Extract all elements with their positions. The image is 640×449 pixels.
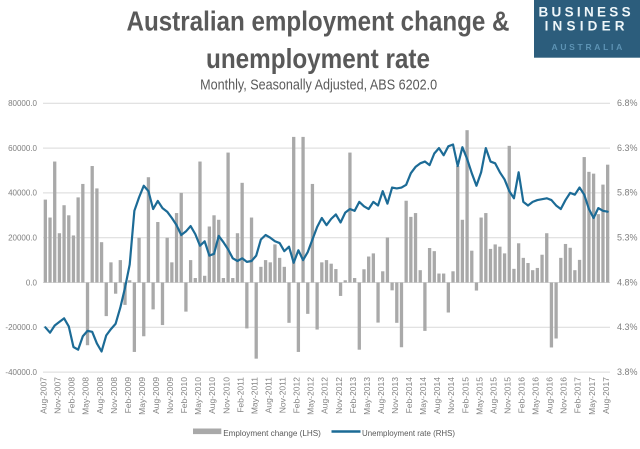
svg-text:Feb-2012: Feb-2012: [292, 377, 302, 414]
svg-text:Monthly, Seasonally Adjusted,: Monthly, Seasonally Adjusted, ABS 6202.0: [200, 77, 437, 94]
svg-text:May-2010: May-2010: [193, 377, 203, 415]
svg-text:Feb-2008: Feb-2008: [67, 377, 77, 414]
svg-text:4.8%: 4.8%: [617, 277, 638, 287]
svg-text:3.8%: 3.8%: [617, 367, 638, 377]
svg-text:Feb-2016: Feb-2016: [517, 377, 527, 414]
svg-text:Aug-2014: Aug-2014: [432, 377, 442, 414]
svg-text:Feb-2011: Feb-2011: [235, 377, 245, 413]
svg-text:0.0: 0.0: [26, 278, 38, 287]
svg-text:Feb-2014: Feb-2014: [404, 377, 414, 414]
svg-text:unemployment rate: unemployment rate: [206, 43, 430, 74]
svg-text:6.8%: 6.8%: [617, 98, 638, 108]
svg-text:80000.0: 80000.0: [8, 99, 37, 108]
svg-text:Aug-2016: Aug-2016: [545, 377, 555, 414]
svg-text:Feb-2017: Feb-2017: [573, 377, 583, 414]
svg-text:Nov-2007: Nov-2007: [53, 377, 63, 414]
svg-text:Feb-2009: Feb-2009: [123, 377, 133, 414]
svg-text:Employment change (LHS): Employment change (LHS): [223, 428, 321, 438]
svg-text:Nov-2013: Nov-2013: [390, 377, 400, 414]
svg-text:Nov-2011: Nov-2011: [278, 377, 288, 413]
svg-text:4.3%: 4.3%: [617, 322, 638, 332]
svg-text:-20000.0: -20000.0: [5, 323, 37, 332]
svg-text:May-2013: May-2013: [362, 377, 372, 415]
svg-text:INSIDER: INSIDER: [545, 19, 629, 34]
svg-text:Aug-2007: Aug-2007: [39, 377, 49, 414]
svg-text:Nov-2010: Nov-2010: [221, 377, 231, 414]
svg-text:May-2017: May-2017: [587, 377, 597, 415]
svg-text:Nov-2015: Nov-2015: [502, 377, 512, 414]
svg-text:Aug-2013: Aug-2013: [376, 377, 386, 414]
svg-text:Aug-2010: Aug-2010: [207, 377, 217, 414]
svg-text:Nov-2014: Nov-2014: [446, 377, 456, 414]
svg-text:Australian employment change &: Australian employment change &: [127, 6, 510, 37]
svg-text:60000.0: 60000.0: [8, 144, 37, 153]
svg-text:-40000.0: -40000.0: [5, 368, 37, 377]
svg-text:May-2016: May-2016: [531, 377, 541, 415]
svg-text:Nov-2012: Nov-2012: [334, 377, 344, 414]
svg-text:May-2012: May-2012: [306, 377, 316, 415]
svg-text:Aug-2008: Aug-2008: [95, 377, 105, 414]
svg-text:Aug-2017: Aug-2017: [601, 377, 611, 414]
svg-text:5.8%: 5.8%: [617, 188, 638, 198]
svg-text:Nov-2016: Nov-2016: [559, 377, 569, 414]
svg-text:May-2014: May-2014: [418, 377, 428, 415]
svg-text:Aug-2015: Aug-2015: [488, 377, 498, 414]
svg-text:20000.0: 20000.0: [8, 234, 37, 243]
svg-text:May-2015: May-2015: [474, 377, 484, 415]
svg-text:Aug-2012: Aug-2012: [320, 377, 330, 414]
svg-text:May-2011: May-2011: [249, 377, 259, 414]
svg-text:6.3%: 6.3%: [617, 143, 638, 153]
svg-text:40000.0: 40000.0: [8, 189, 37, 198]
svg-text:AUSTRALIA: AUSTRALIA: [552, 42, 625, 52]
svg-text:Feb-2015: Feb-2015: [460, 377, 470, 414]
svg-text:Feb-2013: Feb-2013: [348, 377, 358, 414]
svg-text:Nov-2008: Nov-2008: [109, 377, 119, 414]
svg-text:Unemployment rate (RHS): Unemployment rate (RHS): [362, 428, 455, 438]
svg-text:BUSINESS: BUSINESS: [539, 5, 634, 20]
svg-text:May-2009: May-2009: [137, 377, 147, 415]
svg-text:May-2008: May-2008: [81, 377, 91, 415]
svg-text:Nov-2009: Nov-2009: [165, 377, 175, 414]
svg-text:Aug-2009: Aug-2009: [151, 377, 161, 414]
svg-text:5.3%: 5.3%: [617, 233, 638, 243]
svg-text:Feb-2010: Feb-2010: [179, 377, 189, 414]
svg-text:Aug-2011: Aug-2011: [263, 377, 273, 414]
